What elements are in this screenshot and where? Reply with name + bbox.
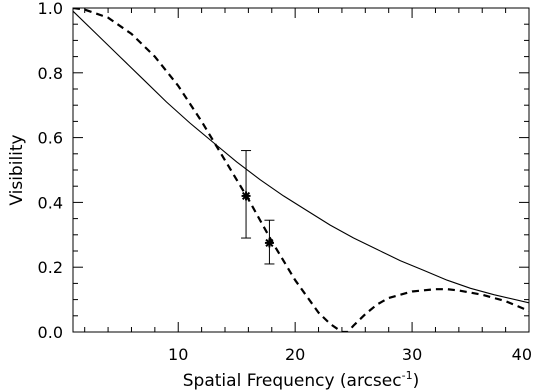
- x-axis-label: Spatial Frequency (arcsec-1): [183, 369, 419, 391]
- y-tick-label: 0.2: [38, 258, 63, 277]
- point-marker: [265, 238, 274, 247]
- axis-ticks: 10 20 30 40 0.0 0.2 0.4 0.6 0.8 1.0: [38, 0, 532, 364]
- solid-model-curve: [73, 10, 529, 304]
- y-tick-label: 0.6: [38, 129, 63, 148]
- data-point-2: [264, 219, 275, 265]
- x-tick-label: 40: [512, 345, 532, 364]
- dashed-model-curve: [73, 8, 529, 332]
- x-axis-label-close: ): [413, 371, 420, 391]
- y-tick-label: 1.0: [38, 0, 63, 18]
- x-tick-label: 10: [168, 345, 188, 364]
- x-axis-label-main: Spatial Frequency (arcsec: [183, 371, 402, 391]
- x-tick-label: 20: [285, 345, 305, 364]
- y-tick-label: 0.0: [38, 323, 63, 342]
- x-axis-label-superscript: -1: [402, 369, 413, 382]
- data-point-1: [241, 150, 252, 239]
- x-tick-label: 30: [402, 345, 422, 364]
- point-marker: [241, 191, 251, 201]
- y-tick-label: 0.8: [38, 64, 63, 83]
- plot-area: [73, 8, 529, 332]
- y-tick-label: 0.4: [38, 193, 63, 212]
- plot-frame: [72, 7, 530, 333]
- y-axis-label: Visibility: [7, 134, 27, 205]
